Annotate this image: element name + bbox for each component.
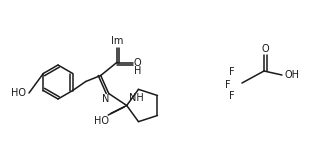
Text: O: O: [134, 58, 141, 67]
Text: F: F: [229, 67, 235, 77]
Text: H: H: [134, 65, 141, 75]
Text: F: F: [225, 80, 231, 90]
Text: HO: HO: [94, 116, 109, 125]
Text: OH: OH: [284, 70, 300, 80]
Text: O: O: [261, 44, 269, 54]
Text: HO: HO: [10, 88, 26, 98]
Text: NH: NH: [129, 93, 144, 103]
Text: Im: Im: [111, 35, 123, 45]
Text: N: N: [102, 93, 109, 103]
Text: F: F: [229, 91, 235, 101]
